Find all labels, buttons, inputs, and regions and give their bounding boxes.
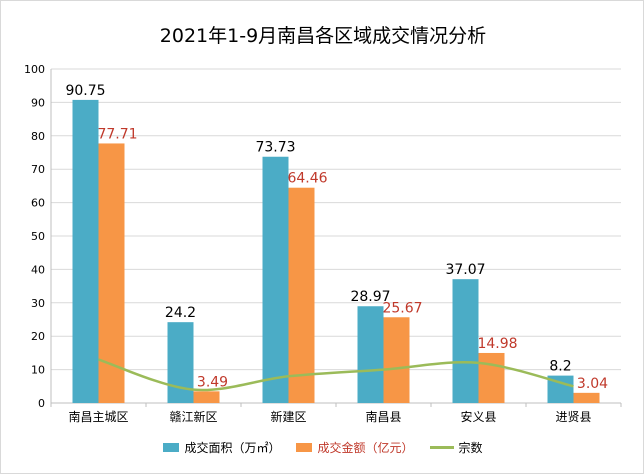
bar-amount (383, 317, 410, 403)
y-tick-label: 60 (31, 197, 45, 210)
data-label: 73.73 (255, 140, 295, 156)
line-series-count (98, 358, 574, 392)
y-tick-label: 50 (31, 230, 45, 243)
bar-amount (98, 143, 125, 403)
data-label: 77.71 (97, 126, 137, 142)
x-tick-label: 赣江新区 (169, 409, 217, 424)
y-tick-label: 80 (31, 130, 45, 143)
data-label: 37.07 (445, 262, 485, 278)
data-label: 14.98 (477, 336, 517, 352)
x-tick-label: 南昌主城区 (68, 409, 128, 424)
x-tick-label: 安义县 (460, 409, 496, 424)
bar-amount (573, 392, 600, 403)
legend-swatch-area (163, 443, 180, 452)
bar-amount (288, 187, 315, 403)
legend-label-amount: 成交金额（亿元） (317, 441, 414, 455)
legend-label-area: 成交面积（万㎡） (184, 441, 281, 455)
y-tick-label: 70 (31, 163, 45, 176)
data-label: 90.75 (65, 83, 105, 99)
bar-amount (478, 352, 505, 403)
legend-swatch-count (429, 446, 454, 449)
legend-item-area: 成交面积（万㎡） (163, 439, 280, 456)
legend-item-count: 宗数 (429, 439, 483, 456)
chart-title: 2021年1-9月南昌各区域成交情况分析 (159, 25, 487, 47)
bar-area (357, 306, 384, 403)
x-tick-label: 进贤县 (555, 410, 591, 424)
bar-area (452, 279, 479, 403)
y-tick-label: 40 (31, 263, 45, 276)
bar-area (167, 322, 194, 403)
y-tick-label: 10 (31, 364, 45, 377)
y-tick-label: 90 (31, 96, 45, 109)
data-label: 24.2 (165, 305, 196, 321)
y-tick-label: 0 (38, 397, 45, 410)
data-label: 3.04 (577, 376, 608, 392)
legend-swatch-amount (296, 443, 313, 452)
legend-label-count: 宗数 (458, 441, 483, 455)
legend-item-amount: 成交金额（亿元） (296, 439, 414, 456)
chart-legend: 成交面积（万㎡） 成交金额（亿元） 宗数 (1, 439, 644, 456)
y-tick-label: 30 (31, 297, 45, 310)
bar-area (262, 156, 289, 403)
data-label: 8.2 (549, 359, 571, 375)
data-label: 28.97 (350, 289, 390, 305)
x-tick-label: 新建区 (270, 409, 306, 424)
bar-area (72, 99, 99, 404)
x-tick-label: 南昌县 (365, 409, 401, 424)
data-label: 64.46 (287, 171, 327, 187)
bar-amount (193, 391, 220, 403)
data-label: 3.49 (197, 374, 228, 390)
y-tick-label: 100 (24, 63, 45, 76)
data-label: 25.67 (382, 300, 422, 316)
y-tick-label: 20 (31, 330, 45, 343)
